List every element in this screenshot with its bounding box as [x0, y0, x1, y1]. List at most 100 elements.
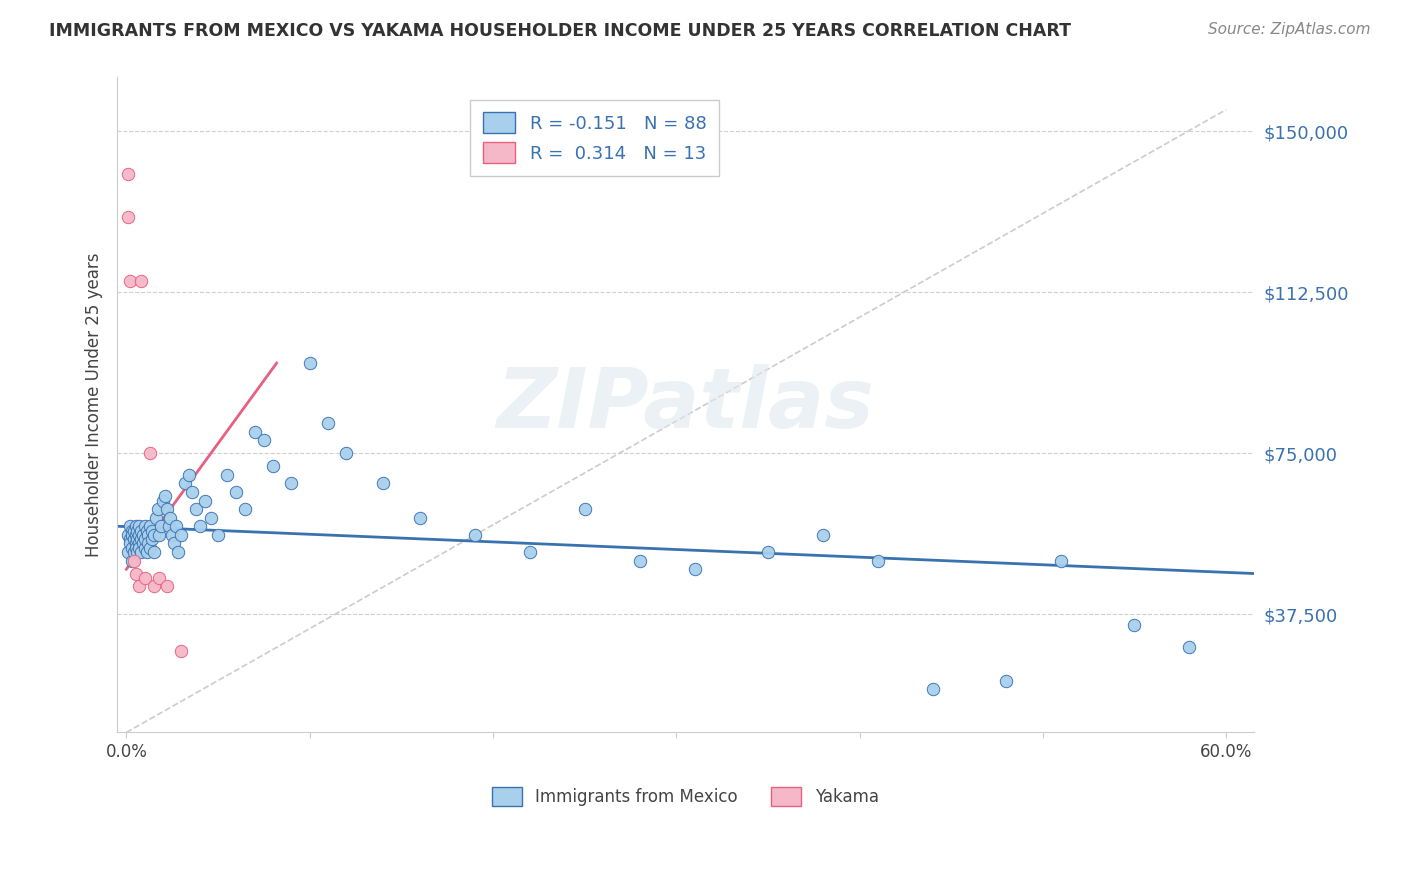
- Point: [170, 528, 193, 542]
- Point: [280, 476, 302, 491]
- Point: [127, 532, 149, 546]
- Point: [134, 541, 156, 555]
- Point: [160, 528, 183, 542]
- Point: [122, 554, 145, 568]
- Point: [128, 579, 150, 593]
- Point: [128, 519, 150, 533]
- Point: [156, 502, 179, 516]
- Point: [117, 210, 139, 224]
- Point: [235, 502, 257, 516]
- Point: [139, 541, 162, 555]
- Point: [141, 524, 163, 538]
- Point: [253, 434, 276, 448]
- Point: [138, 528, 160, 542]
- Point: [134, 571, 156, 585]
- Point: [129, 532, 152, 546]
- Point: [117, 167, 139, 181]
- Point: [464, 528, 486, 542]
- Text: IMMIGRANTS FROM MEXICO VS YAKAMA HOUSEHOLDER INCOME UNDER 25 YEARS CORRELATION C: IMMIGRANTS FROM MEXICO VS YAKAMA HOUSEHO…: [49, 22, 1071, 40]
- Point: [129, 275, 152, 289]
- Point: [995, 673, 1018, 688]
- Point: [139, 446, 162, 460]
- Point: [184, 502, 207, 516]
- Point: [118, 519, 141, 533]
- Point: [148, 528, 170, 542]
- Legend: Immigrants from Mexico, Yakama: Immigrants from Mexico, Yakama: [485, 780, 886, 813]
- Point: [170, 644, 193, 658]
- Point: [117, 545, 139, 559]
- Point: [174, 476, 197, 491]
- Point: [157, 519, 180, 533]
- Point: [243, 425, 266, 439]
- Point: [121, 541, 143, 555]
- Point: [316, 416, 339, 430]
- Point: [181, 484, 204, 499]
- Point: [128, 541, 150, 555]
- Point: [166, 545, 188, 559]
- Point: [134, 532, 156, 546]
- Point: [124, 541, 146, 555]
- Point: [194, 493, 217, 508]
- Point: [152, 493, 174, 508]
- Point: [142, 528, 165, 542]
- Point: [124, 566, 146, 581]
- Point: [408, 510, 430, 524]
- Point: [150, 519, 173, 533]
- Point: [139, 519, 162, 533]
- Point: [921, 682, 943, 697]
- Point: [141, 532, 163, 546]
- Point: [129, 545, 152, 559]
- Point: [177, 467, 200, 482]
- Point: [188, 519, 211, 533]
- Point: [117, 528, 139, 542]
- Point: [121, 528, 143, 542]
- Text: ZIPatlas: ZIPatlas: [496, 365, 875, 445]
- Point: [132, 528, 155, 542]
- Point: [118, 532, 141, 546]
- Point: [371, 476, 394, 491]
- Point: [207, 528, 229, 542]
- Point: [156, 579, 179, 593]
- Point: [683, 562, 706, 576]
- Point: [128, 536, 150, 550]
- Y-axis label: Householder Income Under 25 years: Householder Income Under 25 years: [86, 252, 103, 558]
- Point: [122, 545, 145, 559]
- Point: [298, 356, 321, 370]
- Point: [142, 545, 165, 559]
- Point: [121, 524, 143, 538]
- Point: [574, 502, 596, 516]
- Point: [135, 545, 157, 559]
- Point: [217, 467, 239, 482]
- Point: [138, 536, 160, 550]
- Point: [148, 571, 170, 585]
- Point: [200, 510, 222, 524]
- Point: [121, 554, 143, 568]
- Point: [153, 489, 176, 503]
- Point: [628, 554, 651, 568]
- Point: [129, 524, 152, 538]
- Point: [127, 545, 149, 559]
- Point: [1178, 640, 1201, 654]
- Point: [145, 510, 167, 524]
- Point: [118, 536, 141, 550]
- Point: [335, 446, 357, 460]
- Text: Source: ZipAtlas.com: Source: ZipAtlas.com: [1208, 22, 1371, 37]
- Point: [165, 519, 187, 533]
- Point: [128, 528, 150, 542]
- Point: [122, 524, 145, 538]
- Point: [756, 545, 779, 559]
- Point: [519, 545, 541, 559]
- Point: [124, 528, 146, 542]
- Point: [118, 275, 141, 289]
- Point: [142, 579, 165, 593]
- Point: [146, 502, 169, 516]
- Point: [135, 524, 157, 538]
- Point: [225, 484, 247, 499]
- Point: [159, 510, 181, 524]
- Point: [122, 532, 145, 546]
- Point: [124, 536, 146, 550]
- Point: [1123, 618, 1146, 632]
- Point: [1050, 554, 1073, 568]
- Point: [262, 459, 284, 474]
- Point: [811, 528, 834, 542]
